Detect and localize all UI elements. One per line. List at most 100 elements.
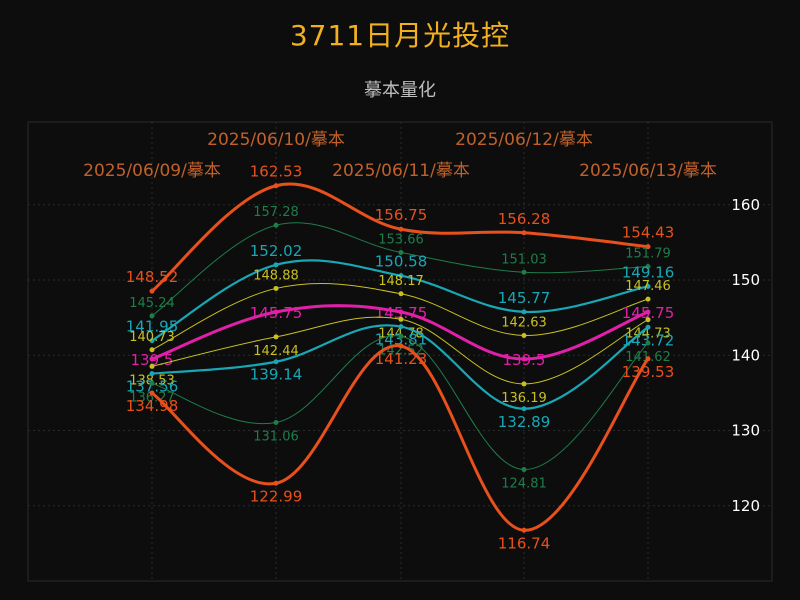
data-point: [521, 230, 527, 236]
series-line: [151, 335, 649, 471]
data-point: [521, 309, 527, 315]
x-date-label: 2025/06/11/摹本: [332, 161, 470, 181]
data-point: [521, 406, 527, 412]
data-point: [273, 183, 279, 189]
series-line: [150, 324, 650, 410]
data-point: [398, 316, 404, 322]
data-label: 143.72: [622, 331, 675, 349]
data-label: 156.75: [375, 206, 428, 224]
y-tick-label: 160: [731, 196, 760, 214]
x-date-label: 2025/06/13/摹本: [579, 161, 717, 181]
data-label: 152.02: [250, 242, 303, 260]
data-point: [521, 356, 527, 362]
x-date-label: 2025/06/09/摹本: [83, 161, 221, 181]
data-label: 139.53: [622, 363, 675, 381]
data-label: 139.5: [503, 351, 546, 369]
data-label: 142.44: [253, 344, 299, 359]
data-label: 148.52: [126, 268, 179, 286]
data-point: [645, 324, 651, 330]
data-point: [521, 467, 527, 473]
data-point: [398, 273, 404, 279]
data-label: 151.03: [501, 252, 547, 267]
data-label: 153.66: [378, 232, 424, 247]
data-label: 116.74: [498, 534, 551, 552]
data-point: [273, 480, 279, 486]
data-point: [273, 420, 279, 426]
data-label: 141.23: [375, 350, 428, 368]
data-point: [521, 269, 527, 275]
data-label: 134.98: [126, 397, 179, 415]
data-point: [521, 527, 527, 533]
data-label: 148.17: [378, 274, 424, 289]
data-point: [273, 222, 279, 228]
data-point: [149, 380, 155, 386]
data-point: [645, 244, 651, 250]
data-point: [645, 317, 651, 323]
data-label: 162.53: [250, 163, 303, 181]
data-point: [273, 334, 279, 340]
chart-title: 3711日月光投控: [289, 19, 511, 52]
data-point: [398, 309, 404, 315]
data-point: [645, 283, 651, 289]
data-label: 138.53: [129, 373, 175, 388]
data-label: 147.46: [625, 279, 671, 294]
data-label: 139.14: [250, 366, 303, 384]
data-label: 132.89: [498, 413, 551, 431]
data-point: [398, 324, 404, 330]
data-label: 157.28: [253, 205, 299, 220]
y-tick-label: 150: [731, 271, 760, 289]
data-label: 124.81: [501, 477, 547, 492]
data-point: [273, 262, 279, 268]
data-label: 148.88: [253, 268, 299, 283]
data-point: [645, 356, 651, 362]
data-label: 144.73: [625, 327, 671, 342]
data-label: 131.06: [253, 430, 299, 445]
data-point: [273, 359, 279, 365]
data-label: 154.43: [622, 224, 675, 242]
data-point: [645, 340, 651, 346]
data-point: [149, 356, 155, 362]
data-label: 149.16: [622, 263, 675, 281]
data-label: 141.95: [126, 318, 179, 336]
data-label: 150.58: [375, 253, 428, 271]
data-point: [398, 291, 404, 297]
data-label: 145.75: [250, 304, 303, 322]
y-tick-label: 140: [731, 346, 760, 364]
data-point: [149, 363, 155, 369]
data-point: [398, 249, 404, 255]
chart-subtitle: 摹本量化: [364, 80, 436, 101]
data-label: 145.77: [498, 289, 551, 307]
data-label: 145.75: [622, 304, 675, 322]
data-label: 142.63: [501, 315, 547, 330]
data-point: [398, 343, 404, 349]
data-point: [273, 309, 279, 315]
data-label: 122.99: [250, 487, 303, 505]
data-point: [521, 381, 527, 387]
data-point: [273, 285, 279, 291]
data-point: [645, 296, 651, 302]
data-label: 136.19: [501, 391, 547, 406]
data-point: [149, 313, 155, 319]
data-point: [398, 226, 404, 232]
series-line: [150, 344, 650, 532]
data-label: 137.56: [126, 378, 179, 396]
data-point: [149, 371, 155, 377]
data-label: 139.5: [131, 351, 174, 369]
y-tick-label: 130: [731, 422, 760, 440]
x-date-label: 2025/06/12/摹本: [455, 130, 593, 150]
data-point: [149, 347, 155, 353]
data-point: [645, 264, 651, 270]
data-label: 156.28: [498, 210, 551, 228]
plot-frame: [27, 121, 773, 582]
data-label: 140.73: [129, 330, 175, 345]
series-line: [150, 182, 650, 293]
data-label: 145.24: [129, 296, 175, 311]
data-label: 151.79: [625, 247, 671, 262]
data-point: [521, 332, 527, 338]
data-point: [645, 309, 651, 315]
data-point: [149, 288, 155, 294]
data-point: [149, 390, 155, 396]
y-tick-label: 120: [731, 497, 760, 515]
